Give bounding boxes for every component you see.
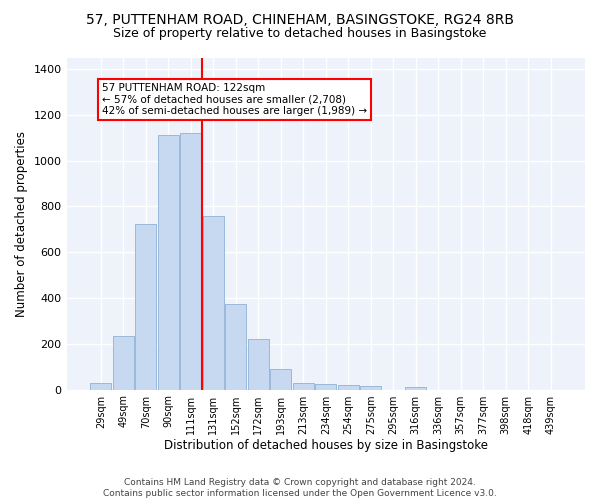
- Bar: [225, 304, 247, 390]
- Text: Size of property relative to detached houses in Basingstoke: Size of property relative to detached ho…: [113, 28, 487, 40]
- Bar: [158, 136, 179, 390]
- Bar: [135, 224, 157, 390]
- Bar: [270, 369, 292, 390]
- Bar: [90, 382, 112, 390]
- Bar: [203, 216, 224, 390]
- Bar: [248, 339, 269, 390]
- Text: 57, PUTTENHAM ROAD, CHINEHAM, BASINGSTOKE, RG24 8RB: 57, PUTTENHAM ROAD, CHINEHAM, BASINGSTOK…: [86, 12, 514, 26]
- Text: Contains HM Land Registry data © Crown copyright and database right 2024.
Contai: Contains HM Land Registry data © Crown c…: [103, 478, 497, 498]
- Y-axis label: Number of detached properties: Number of detached properties: [15, 130, 28, 316]
- Bar: [315, 384, 337, 390]
- Bar: [113, 336, 134, 390]
- Bar: [293, 382, 314, 390]
- Bar: [405, 388, 427, 390]
- X-axis label: Distribution of detached houses by size in Basingstoke: Distribution of detached houses by size …: [164, 440, 488, 452]
- Bar: [360, 386, 382, 390]
- Bar: [338, 385, 359, 390]
- Bar: [180, 133, 202, 390]
- Text: 57 PUTTENHAM ROAD: 122sqm
← 57% of detached houses are smaller (2,708)
42% of se: 57 PUTTENHAM ROAD: 122sqm ← 57% of detac…: [102, 82, 367, 116]
